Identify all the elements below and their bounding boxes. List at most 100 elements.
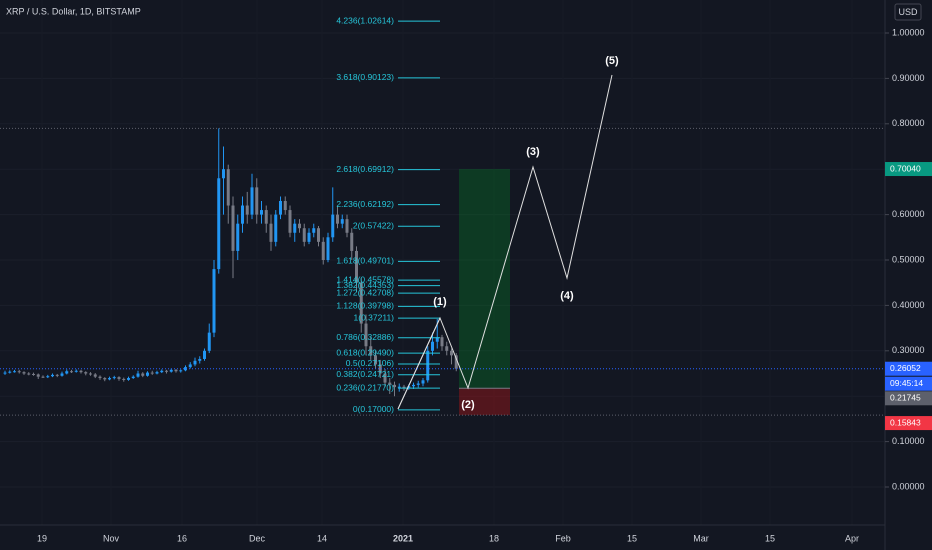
candle-body [345,219,349,233]
wave-label: (2) [461,399,475,411]
candle-body [264,210,268,224]
candle-body [293,223,297,233]
x-tick-label: 16 [177,533,187,543]
candle-body [312,228,316,233]
candle-body [98,376,102,379]
x-tick-label: 14 [317,533,327,543]
x-tick-label: 15 [627,533,637,543]
candle-body [445,346,449,351]
candle-body [307,232,311,242]
y-tick-label: 0.00000 [892,481,925,491]
fib-label: 2.618(0.69912) [336,164,394,174]
candle-body [288,210,292,233]
candle-body [255,187,259,215]
candle-body [269,223,273,242]
fib-label: 4.236(1.02614) [336,15,394,25]
x-tick-label: Feb [555,533,571,543]
candle-body [207,332,211,351]
y-tick-label: 0.80000 [892,118,925,128]
candle-body [388,382,392,385]
candle-body [359,282,363,324]
entry-tag-bg [885,391,932,406]
candle-body [74,370,78,372]
fib-label: 1.414(0.45578) [336,274,394,284]
candle-body [212,269,216,333]
candle-body [13,371,16,373]
y-tick-label: 0.40000 [892,300,925,310]
candle-body [378,364,382,374]
candle-body [179,370,183,372]
candle-body [117,377,121,379]
candle-body [393,384,396,388]
candle-body [226,169,230,206]
candle-body [122,378,126,380]
candle-body [416,383,420,385]
candle-body [383,373,387,383]
wave-label: (5) [605,55,619,67]
candle-body [283,200,287,211]
candle-body [150,372,154,374]
candle-body [454,355,458,369]
candle-body [184,367,187,371]
candle-body [279,200,282,215]
candle-body [60,373,64,376]
candle-body [369,346,373,356]
candle-body [302,228,306,242]
x-tick-label: Mar [693,533,709,543]
x-tick-label: 15 [765,533,775,543]
candle-body [241,205,244,224]
countdown-bg [885,376,932,391]
fib-label: 1.618(0.49701) [336,256,394,266]
candle-body [141,373,145,376]
candle-body [65,371,69,374]
candle-body [51,374,54,377]
candle-body [36,374,40,377]
candle-body [364,323,368,347]
fib-label: 1(0.37211) [354,312,395,322]
last-price-tag-bg [885,361,932,376]
candle-body [421,380,425,384]
wave-path [397,74,613,410]
candle-body [326,237,330,261]
candle-body [198,358,202,361]
chart-title: XRP / U.S. Dollar, 1D, BITSTAMP [6,6,141,16]
x-tick-label: Dec [249,533,266,543]
currency-label[interactable]: USD [898,7,918,17]
candle-body [412,384,415,387]
candle-body [298,223,301,229]
y-tick-label: 0.30000 [892,345,925,355]
fib-label: 1.382(0.44353) [336,280,394,290]
candle-body [222,169,225,179]
wave-label: (1) [433,296,447,308]
stop-tag-bg [885,416,932,431]
candle-body [245,205,249,215]
candle-body [231,205,235,251]
candle-body [8,371,12,373]
candle-body [450,350,453,356]
fib-label: 2.236(0.62192) [336,199,394,209]
fib-label: 3.618(0.90123) [336,72,394,82]
candle-body [89,373,92,375]
candle-body [41,376,45,378]
y-tick-label: 0.90000 [892,73,925,83]
candle-body [217,178,221,270]
candle-body [350,232,354,251]
currency-button[interactable] [894,3,922,21]
candle-body [340,219,344,224]
fib-label: 1.272(0.42708) [336,287,394,297]
candle-body [260,210,263,215]
candle-body [127,378,130,380]
candle-body [84,372,88,374]
y-tick-label: 0.60000 [892,209,925,219]
wave-label: (4) [560,290,574,302]
candle-body [407,386,411,389]
entry-tag: 0.21745 [890,393,921,403]
candle-body [155,372,159,374]
candle-body [22,372,26,374]
stop-tag: 0.15843 [890,417,921,427]
candle-body [331,214,335,238]
x-tick-label: Nov [103,533,120,543]
wave-label: (3) [526,146,540,158]
